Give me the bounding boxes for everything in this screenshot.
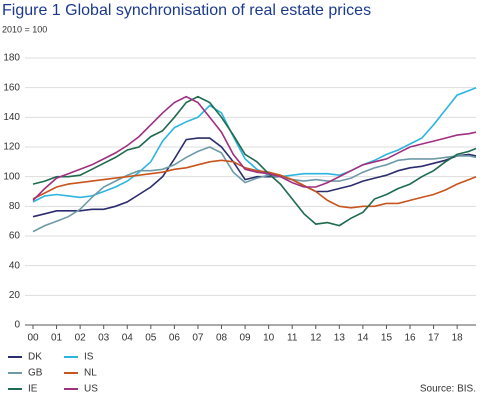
x-tick-label: 13 [334, 333, 346, 344]
x-tick-label: 16 [404, 333, 416, 344]
x-tick-label: 18 [452, 333, 464, 344]
y-tick-label: 0 [14, 320, 20, 331]
y-tick-label: 120 [3, 142, 20, 153]
y-tick-label: 20 [9, 290, 21, 301]
series-line [32, 137, 477, 218]
x-tick-label: 06 [169, 333, 181, 344]
legend-label: NL [84, 368, 97, 379]
x-tick-label: 11 [287, 333, 298, 344]
x-tick-label: 07 [192, 333, 204, 344]
legend-label: DK [28, 352, 42, 363]
legend-label: GB [28, 368, 43, 379]
legend-label: US [84, 384, 98, 395]
series-line [32, 159, 477, 209]
series-line [32, 146, 477, 233]
x-tick-label: 15 [381, 333, 393, 344]
x-tick-label: 17 [428, 333, 440, 344]
x-tick-label: 05 [145, 333, 157, 344]
x-tick-label: 01 [51, 333, 63, 344]
y-tick-label: 180 [3, 53, 20, 64]
x-tick-label: 12 [310, 333, 322, 344]
source-note: Source: BIS. [420, 384, 476, 395]
x-tick-label: 00 [27, 333, 39, 344]
x-tick-label: 09 [240, 333, 252, 344]
y-tick-label: 60 [9, 231, 21, 242]
series-line [32, 86, 477, 203]
x-tick-label: 10 [263, 333, 275, 344]
y-tick-label: 160 [3, 82, 20, 93]
chart-subtitle: 2010 = 100 [2, 24, 47, 34]
y-tick-label: 140 [3, 112, 20, 123]
series-line [32, 95, 477, 227]
x-tick-label: 02 [75, 333, 87, 344]
y-tick-label: 40 [9, 260, 21, 271]
x-tick-label: 08 [216, 333, 228, 344]
chart-title: Figure 1 Global synchronisation of real … [2, 2, 371, 19]
series-line [32, 95, 477, 201]
x-tick-label: 03 [98, 333, 110, 344]
legend-label: IE [28, 384, 38, 395]
y-tick-label: 100 [3, 171, 20, 182]
y-tick-label: 80 [9, 201, 21, 212]
legend-label: IS [84, 352, 94, 363]
x-tick-label: 04 [122, 333, 134, 344]
x-tick-label: 14 [357, 333, 369, 344]
